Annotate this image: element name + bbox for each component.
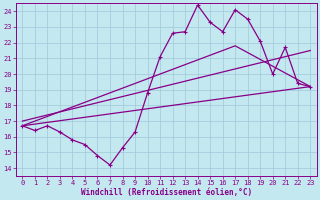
X-axis label: Windchill (Refroidissement éolien,°C): Windchill (Refroidissement éolien,°C): [81, 188, 252, 197]
